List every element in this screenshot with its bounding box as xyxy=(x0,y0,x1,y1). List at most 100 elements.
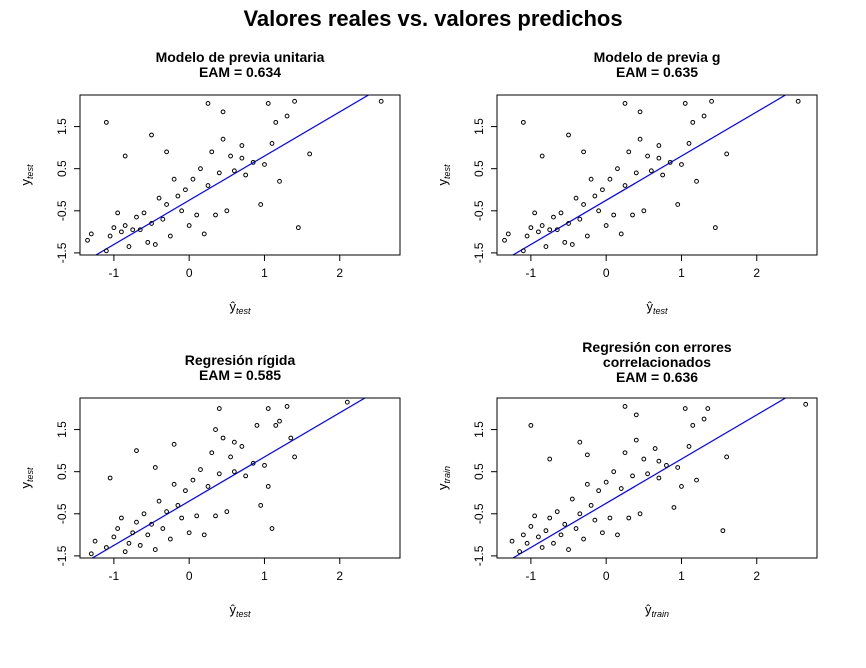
data-point xyxy=(92,538,98,544)
data-point xyxy=(573,195,579,201)
data-point xyxy=(569,242,575,247)
data-point xyxy=(539,545,545,550)
data-point xyxy=(709,98,714,104)
data-point xyxy=(656,143,662,148)
data-point xyxy=(228,153,233,159)
data-point xyxy=(592,517,598,523)
data-point xyxy=(288,435,294,441)
data-point xyxy=(85,237,90,243)
data-point xyxy=(216,471,222,477)
data-point xyxy=(134,519,139,525)
data-point xyxy=(543,244,549,249)
data-point xyxy=(273,422,279,428)
data-point xyxy=(682,101,688,106)
data-point xyxy=(611,212,617,218)
data-point xyxy=(186,530,192,536)
data-point xyxy=(103,119,109,125)
data-point xyxy=(250,159,256,165)
data-point xyxy=(520,248,526,254)
data-point xyxy=(679,484,684,489)
data-point xyxy=(224,208,230,214)
data-point xyxy=(524,233,530,239)
data-point xyxy=(569,496,575,502)
data-point xyxy=(145,239,151,245)
data-point xyxy=(656,155,662,161)
y-tick-label: -1.5 xyxy=(472,242,486,263)
data-point xyxy=(284,404,290,409)
data-point xyxy=(502,237,507,243)
x-tick-label: 2 xyxy=(753,569,760,583)
data-point xyxy=(675,465,681,470)
data-point xyxy=(577,439,583,445)
data-point xyxy=(566,221,571,226)
data-point xyxy=(213,427,218,432)
y-tick-label: -0.5 xyxy=(472,503,486,524)
data-point xyxy=(107,233,113,239)
fit-line xyxy=(511,95,787,255)
data-point xyxy=(149,221,154,226)
data-point xyxy=(224,509,230,515)
data-point xyxy=(577,511,583,517)
data-point xyxy=(378,98,384,104)
plot-frame xyxy=(79,94,401,256)
data-point xyxy=(277,418,282,424)
data-point xyxy=(103,545,109,550)
panel-title-line: Regresión con errores xyxy=(582,339,732,355)
data-point xyxy=(111,534,117,540)
data-point xyxy=(554,227,560,233)
data-point xyxy=(277,178,282,184)
data-point xyxy=(171,441,177,447)
data-point xyxy=(216,406,222,411)
data-point xyxy=(107,475,113,481)
panel-title-line: EAM = 0.635 xyxy=(616,64,698,80)
data-point xyxy=(262,162,267,167)
fit-line xyxy=(91,398,367,558)
data-point xyxy=(652,446,658,451)
data-point xyxy=(239,143,245,148)
x-tick-label: 0 xyxy=(603,266,610,280)
data-point xyxy=(220,109,226,115)
data-point xyxy=(119,515,124,521)
data-point xyxy=(164,149,169,155)
data-point xyxy=(720,528,726,534)
data-point xyxy=(607,515,613,521)
data-point xyxy=(596,208,602,214)
data-point xyxy=(641,208,647,214)
data-point xyxy=(528,225,534,231)
data-point xyxy=(554,509,560,515)
data-point xyxy=(667,159,673,165)
data-point xyxy=(164,202,169,207)
data-point xyxy=(115,210,121,216)
data-point xyxy=(175,502,181,508)
data-point xyxy=(141,511,147,517)
data-point xyxy=(231,469,237,475)
data-point xyxy=(130,227,136,233)
x-axis-label: ŷtest xyxy=(229,602,251,619)
data-point xyxy=(705,406,711,411)
data-point xyxy=(558,532,564,538)
x-tick-label: 2 xyxy=(336,569,343,583)
data-point xyxy=(152,547,158,552)
data-point xyxy=(588,502,594,508)
panel-title-line: EAM = 0.585 xyxy=(199,367,281,383)
y-tick-label: -1.5 xyxy=(472,545,486,566)
data-point xyxy=(239,155,245,161)
data-point xyxy=(141,210,147,216)
data-point xyxy=(694,178,699,184)
data-point xyxy=(175,193,181,199)
data-point xyxy=(156,498,162,504)
data-point xyxy=(179,515,185,521)
data-point xyxy=(167,536,173,542)
data-point xyxy=(231,168,237,174)
data-point xyxy=(618,231,624,237)
data-point xyxy=(156,195,162,201)
data-point xyxy=(573,526,579,531)
data-point xyxy=(265,101,271,106)
data-point xyxy=(630,212,635,218)
data-point xyxy=(581,202,586,207)
y-tick-label: 1.5 xyxy=(472,118,486,135)
data-point xyxy=(603,479,609,485)
data-point xyxy=(539,223,545,228)
